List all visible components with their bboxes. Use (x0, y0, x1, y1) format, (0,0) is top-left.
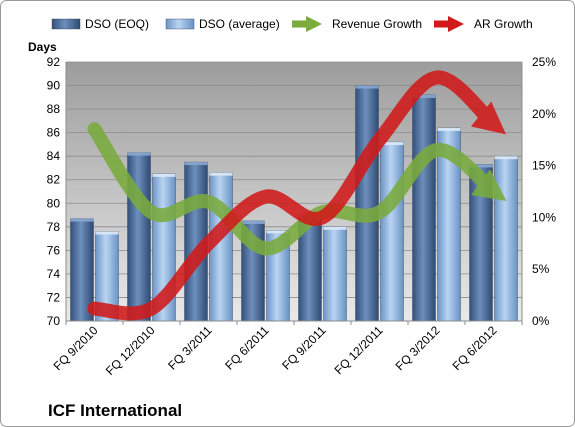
y-tick-label: 92 (47, 55, 61, 69)
bar-cap (437, 127, 461, 131)
y-tick-label: 82 (47, 173, 61, 187)
y-axis-title: Days (28, 40, 57, 54)
bar-cap (184, 162, 208, 166)
legend-label: DSO (average) (199, 17, 280, 31)
y2-tick-label: 25% (532, 55, 556, 69)
bar-cap (266, 230, 290, 234)
axes (65, 62, 523, 325)
bar-cap (355, 85, 379, 89)
y-tick-label: 86 (47, 126, 61, 140)
y-tick-label: 80 (47, 196, 61, 210)
y2-tick-label: 10% (532, 210, 556, 224)
y-tick-label: 70 (47, 314, 61, 328)
legend-swatch (165, 18, 195, 30)
y-tick-label: 78 (47, 220, 61, 234)
line-group (87, 70, 507, 321)
y-tick-label: 90 (47, 79, 61, 93)
y2-tick-label: 15% (532, 159, 556, 173)
legend-label: AR Growth (474, 17, 533, 31)
bar (380, 141, 404, 322)
legend-label: DSO (EOQ) (85, 17, 149, 31)
bar-cap (70, 218, 94, 222)
bar-cap (412, 94, 436, 98)
bar-cap (380, 142, 404, 146)
bar-cap (494, 156, 518, 160)
y2-tick-label: 20% (532, 107, 556, 121)
bar (412, 94, 436, 322)
y-tick-label: 76 (47, 243, 61, 257)
y-tick-label: 74 (47, 267, 61, 281)
bar-cap (95, 231, 119, 235)
bar-cap (127, 152, 151, 156)
y2-tick-label: 0% (532, 314, 550, 328)
legend: DSO (EOQ) DSO (average) Revenue Growth AR G… (51, 15, 533, 33)
bar (355, 85, 379, 322)
y-axis-ticks: 70 72 74 76 78 80 82 84 86 88 90 92 (47, 55, 61, 328)
series-line (87, 122, 507, 256)
bar (494, 155, 518, 322)
bar (323, 226, 347, 322)
y2-tick-label: 5% (532, 262, 550, 276)
y-tick-label: 84 (47, 149, 61, 163)
legend-swatch (51, 18, 81, 30)
y2-axis-ticks: 0% 5% 10% 15% 20% 25% (532, 55, 556, 328)
bar-cap (152, 173, 176, 177)
y-tick-label: 88 (47, 102, 61, 116)
bar-cap (209, 172, 233, 176)
series-line (87, 70, 506, 321)
legend-label: Revenue Growth (332, 17, 422, 31)
y-tick-label: 72 (47, 290, 61, 304)
bar-cap (323, 226, 347, 230)
bar-cap (241, 220, 265, 224)
bar-cap (469, 164, 493, 168)
company-name: ICF International (48, 401, 182, 420)
